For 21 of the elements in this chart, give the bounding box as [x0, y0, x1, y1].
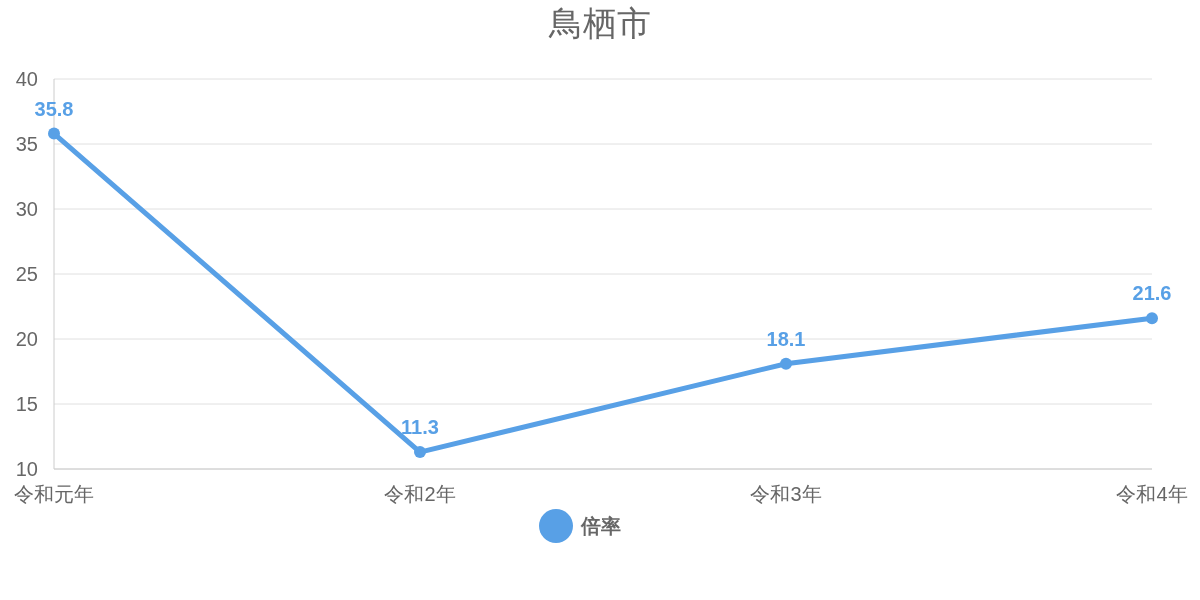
y-tick-label: 40	[15, 68, 38, 91]
data-label: 35.8	[34, 97, 74, 120]
point	[780, 357, 792, 370]
data-label: 11.3	[401, 416, 439, 439]
chart-title: 鳥栖市	[547, 4, 652, 44]
y-tick-label: 10	[15, 458, 38, 481]
x-tick-label: 令和4年	[1116, 483, 1188, 506]
data-label: 21.6	[1132, 282, 1172, 305]
point	[414, 446, 426, 459]
y-tick-label: 25	[15, 263, 38, 286]
data-label: 18.1	[766, 327, 806, 350]
x-tick-label: 令和元年	[14, 483, 94, 506]
y-tick-label: 15	[15, 393, 38, 416]
point	[48, 127, 60, 140]
x-tick-label: 令和3年	[750, 483, 822, 506]
y-tick-label: 30	[15, 198, 38, 221]
x-tick-label: 令和2年	[384, 483, 456, 506]
y-tick-label: 20	[15, 328, 38, 351]
y-tick-label: 35	[15, 133, 38, 156]
legend-label: 倍率	[581, 513, 621, 539]
point	[1146, 312, 1158, 325]
